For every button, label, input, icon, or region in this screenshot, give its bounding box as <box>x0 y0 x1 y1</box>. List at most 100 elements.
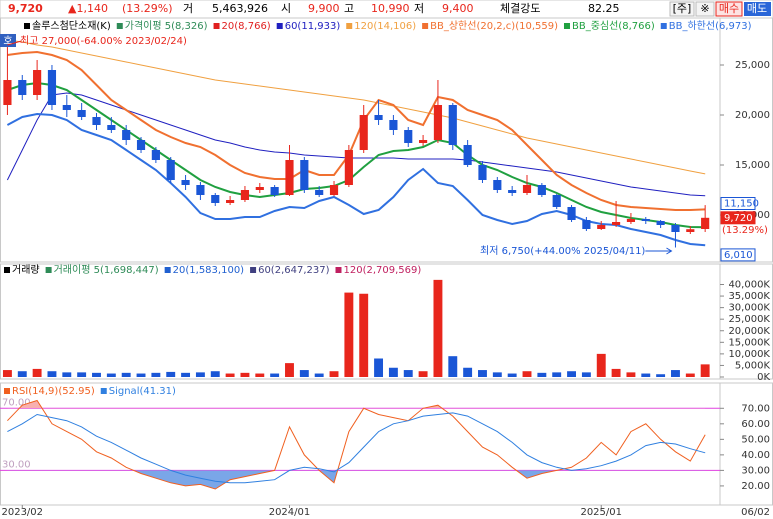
volume-bar <box>567 371 576 377</box>
legend-label: 거래이평 5(1,698,447) <box>54 264 159 276</box>
stock-button[interactable]: [주] <box>673 2 692 15</box>
volume-bar <box>611 368 621 377</box>
candle-body <box>315 190 324 195</box>
legend-swatch <box>164 267 171 273</box>
header: 9,720 ▲1,140 (13.29%) 거 5,463,926 시 9,90… <box>0 0 773 19</box>
button-bg[interactable] <box>669 1 695 17</box>
candle-body <box>493 180 502 190</box>
legend-label: BB_하한선(6,973) <box>669 19 752 32</box>
candle-body <box>626 219 636 222</box>
legend-swatch <box>335 267 342 273</box>
option-button[interactable]: ※ <box>700 2 709 15</box>
volume-bar <box>151 372 161 377</box>
volume-label: 거 <box>183 2 193 15</box>
candle-body <box>285 160 294 195</box>
candle-body <box>181 180 190 185</box>
indicator-line <box>7 50 706 211</box>
x-tick-label: 2024/01 <box>269 507 311 518</box>
y-tick-label: 25,000K <box>728 314 770 325</box>
indicator-line <box>7 81 706 229</box>
price-marker-box <box>720 211 756 225</box>
legend-label: 거래량 <box>12 264 40 276</box>
candle-body <box>508 190 517 193</box>
indicator-line <box>7 39 706 175</box>
y-tick-label: 40,000K <box>728 280 770 291</box>
level-label: 30.00 <box>2 459 31 470</box>
low-label: 저 <box>414 2 424 15</box>
candle-body <box>92 117 101 125</box>
oversold-fill <box>7 470 706 489</box>
y-tick-label: 10,000K <box>728 349 770 360</box>
legend-label: 60(2,647,237) <box>258 265 330 276</box>
buy-button[interactable]: 매수 <box>719 2 739 15</box>
candle-body <box>122 130 131 140</box>
button-bg[interactable] <box>744 2 771 16</box>
candle-body <box>537 185 546 195</box>
legend-swatch <box>4 267 10 273</box>
button-bg[interactable] <box>715 1 743 17</box>
candle-body <box>329 185 339 195</box>
legend-swatch <box>422 23 429 29</box>
y-tick-label: 50.00 <box>741 434 770 445</box>
volume-bar <box>359 293 369 377</box>
legend-swatch <box>346 23 353 29</box>
y-tick-label: 15,000K <box>728 337 770 348</box>
volume-bar <box>388 367 398 377</box>
volume-bar <box>270 373 280 377</box>
candle-body <box>359 115 368 150</box>
volume-bar <box>463 367 473 377</box>
annotation: 최저 6,750(+44.00% 2025/04/11) <box>480 245 645 257</box>
candle-body <box>389 120 398 130</box>
legend-label: 가격이평 5(8,326) <box>125 19 208 32</box>
volume-bar <box>136 373 146 377</box>
volume-bar <box>77 372 87 377</box>
volume-bar <box>374 358 384 377</box>
volume-bar <box>210 371 220 377</box>
price: 9,720 <box>8 2 43 15</box>
y-tick-label: 20.00 <box>741 481 770 492</box>
legend-label: BB_중심선(8,766) <box>572 20 655 32</box>
low: 9,400 <box>442 2 474 15</box>
volume-bar <box>195 372 205 377</box>
volume-bar <box>581 372 591 377</box>
volume-bar <box>671 370 680 377</box>
y-tick-label: 0K <box>757 372 770 383</box>
candle-body <box>567 207 576 220</box>
candle-body <box>701 217 710 229</box>
volume-bar <box>552 372 562 377</box>
candle-body <box>612 222 621 225</box>
volume-bar <box>537 372 547 377</box>
y-tick-label: 30,000K <box>728 303 770 314</box>
legend-swatch <box>100 388 107 394</box>
button-bg[interactable] <box>695 1 715 17</box>
x-end-label: 06/02 <box>741 507 770 518</box>
sell-button[interactable]: 매도 <box>747 2 767 15</box>
annotation-arrow <box>645 247 673 255</box>
candle-body <box>151 150 160 160</box>
legend-swatch <box>45 267 52 273</box>
candle-body <box>47 70 57 105</box>
candle-body <box>62 105 71 110</box>
volume-bar <box>433 279 443 377</box>
y-tick-label: 70.00 <box>741 403 770 414</box>
volume-bar <box>656 374 666 377</box>
volume-bar <box>314 373 324 377</box>
price-marker-label: 6,010 <box>724 250 753 261</box>
candle-body <box>226 200 235 203</box>
volume-bar <box>225 373 235 377</box>
candle-body <box>671 225 680 232</box>
candle-body <box>3 80 12 105</box>
y-tick-label: 30.00 <box>741 465 770 476</box>
candle-body <box>641 219 650 221</box>
candle-body <box>166 160 175 180</box>
candle-body <box>522 185 532 193</box>
change-pct: (13.29%) <box>122 2 173 15</box>
candle-body <box>211 195 220 203</box>
open: 9,900 <box>308 2 340 15</box>
annotation-leader <box>7 40 22 46</box>
y-tick-label: 20,000 <box>735 110 770 121</box>
volume-bar <box>17 371 27 377</box>
volume-bar <box>166 371 176 377</box>
legend-label: RSI(14,9)(52.95) <box>12 386 95 397</box>
